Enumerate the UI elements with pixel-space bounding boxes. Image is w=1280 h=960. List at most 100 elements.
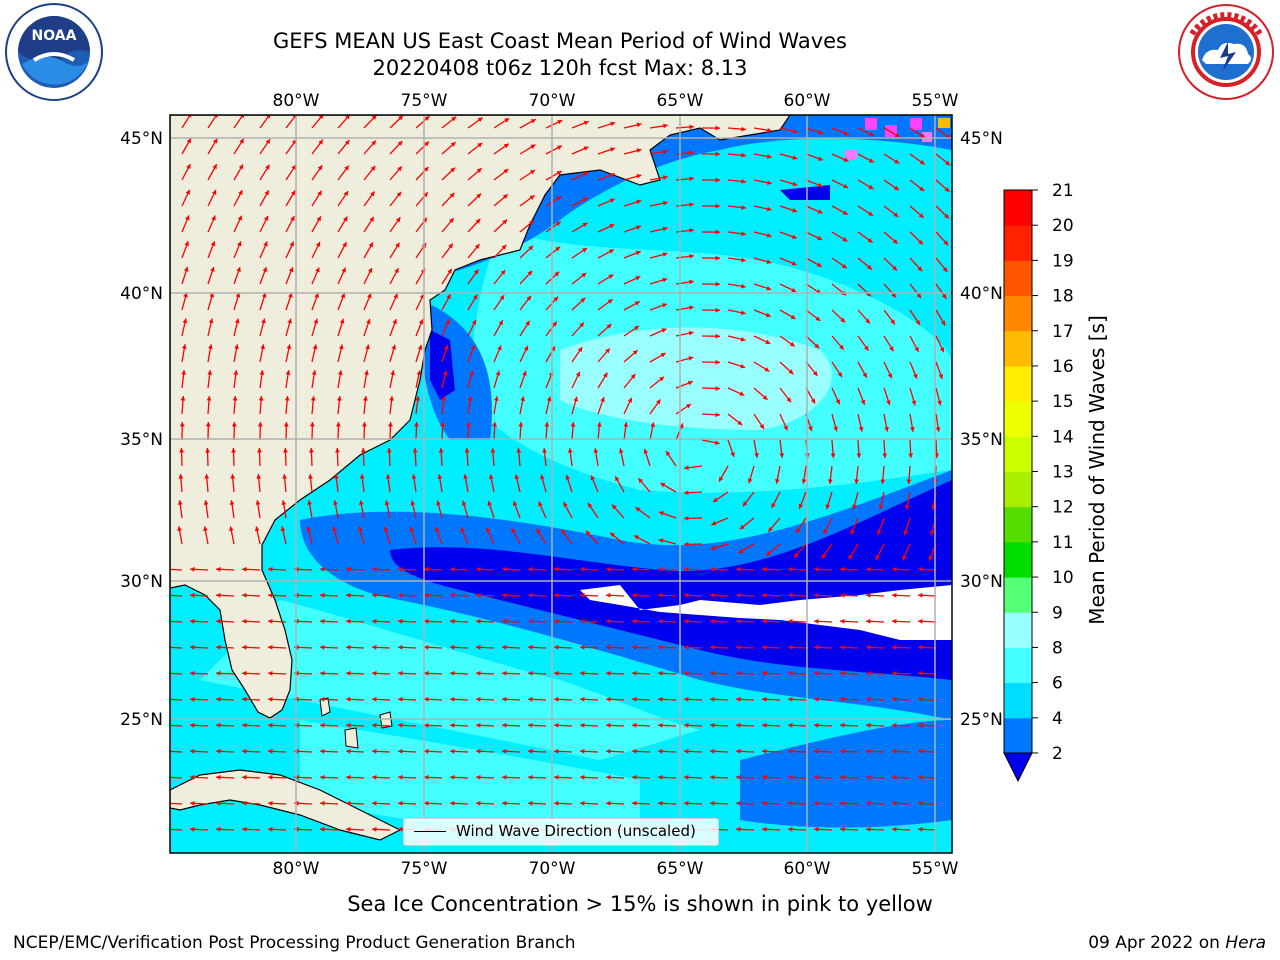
direction-arrowhead <box>918 592 923 598</box>
direction-arrowhead <box>658 644 663 650</box>
direction-arrowhead <box>388 422 393 427</box>
direction-arrowhead <box>555 221 561 227</box>
direction-arrowhead <box>771 502 776 508</box>
direction-arrowhead <box>389 396 394 401</box>
direction-arrowhead <box>341 267 346 273</box>
direction-arrowhead <box>710 800 715 806</box>
direction-arrowhead <box>710 566 715 572</box>
direction-arrowhead <box>662 175 668 180</box>
direction-arrowhead <box>502 592 507 598</box>
direction-arrowhead <box>259 370 265 375</box>
direction-arrowhead <box>762 592 767 598</box>
direction-arrowhead <box>320 670 325 676</box>
chart-title: GEFS MEAN US East Coast Mean Period of W… <box>273 29 847 53</box>
direction-arrowhead <box>636 199 642 205</box>
direction-arrowhead <box>918 696 923 702</box>
direction-arrowhead <box>236 267 241 272</box>
direction-arrowhead <box>892 592 897 598</box>
map-frame <box>169 114 953 854</box>
direction-arrowhead <box>366 318 371 324</box>
wind-wave-direction-arrows <box>164 115 951 832</box>
direction-arrowhead <box>788 670 793 676</box>
direction-arrowhead <box>866 800 871 806</box>
direction-arrowhead <box>372 566 377 572</box>
direction-arrowhead <box>282 474 288 479</box>
direction-arrowhead <box>286 344 292 350</box>
direction-arrowhead <box>440 422 445 427</box>
direction-arrowhead <box>255 500 261 505</box>
direction-arrowhead <box>658 800 663 806</box>
direction-arrowhead <box>580 670 585 676</box>
direction-arrowhead <box>528 670 533 676</box>
direction-arrowhead <box>580 644 585 650</box>
direction-arrowhead <box>164 645 169 650</box>
direction-arrowhead <box>632 670 637 676</box>
direction-arrowhead <box>216 826 221 832</box>
direction-arrowhead <box>854 479 860 484</box>
direction-arrowhead <box>386 448 392 453</box>
direction-arrowhead <box>264 190 269 196</box>
direction-arrowhead <box>608 274 614 279</box>
direction-arrowhead <box>918 774 923 780</box>
direction-arrowhead <box>607 299 613 304</box>
direction-arrowhead <box>580 297 586 303</box>
direction-arrowhead <box>561 529 566 535</box>
direction-arrowhead <box>210 241 216 247</box>
colorbar-band <box>1004 401 1032 437</box>
direction-arrowhead <box>814 722 819 728</box>
direction-arrowhead <box>663 123 668 129</box>
direction-arrowhead <box>210 266 215 272</box>
direction-arrowhead <box>788 644 793 650</box>
direction-arrowhead <box>346 644 351 650</box>
direction-arrowhead <box>812 370 818 376</box>
direction-arrowhead <box>792 155 798 160</box>
direction-arrowhead <box>231 448 236 453</box>
direction-arrowhead <box>713 497 719 502</box>
direction-arrowhead <box>715 203 720 209</box>
direction-arrowhead <box>424 644 429 650</box>
direction-arrowhead <box>823 529 828 535</box>
direction-arrowhead <box>211 189 217 195</box>
direction-arrowhead <box>182 318 188 324</box>
direction-arrowhead <box>242 696 247 702</box>
direction-arrowhead <box>762 696 767 702</box>
direction-arrowhead <box>528 696 533 702</box>
direction-arrowhead <box>358 526 363 532</box>
colorbar-band <box>1004 295 1032 332</box>
direction-arrowhead <box>658 774 663 780</box>
direction-arrowhead <box>580 696 585 702</box>
direction-arrowhead <box>291 164 296 170</box>
direction-arrowhead <box>554 696 559 702</box>
direction-arrowhead <box>840 748 845 754</box>
direction-arrowhead <box>450 748 455 754</box>
direction-arrowhead <box>666 451 671 457</box>
direction-arrowhead <box>580 800 585 806</box>
direction-arrowhead <box>814 826 819 832</box>
direction-arrowhead <box>395 242 400 248</box>
lat-tick-left: 45°N <box>120 129 163 149</box>
direction-arrowhead <box>730 452 735 457</box>
direction-arrowhead <box>398 774 403 780</box>
direction-arrowhead <box>211 215 216 221</box>
direction-arrowhead <box>660 483 666 488</box>
direction-arrowhead <box>814 566 819 572</box>
direction-arrowhead <box>450 696 455 702</box>
direction-arrowhead <box>715 177 720 183</box>
direction-arrowhead <box>178 474 184 479</box>
direction-arrowhead <box>363 396 368 401</box>
direction-arrowhead <box>281 500 287 505</box>
direction-arrowhead <box>767 127 772 133</box>
direction-arrowhead <box>450 722 455 728</box>
direction-arrowhead <box>736 696 741 702</box>
direction-arrowhead <box>606 696 611 702</box>
direction-arrowhead <box>892 696 897 702</box>
direction-arrowhead <box>307 500 313 506</box>
direction-arrowhead <box>684 618 689 624</box>
direction-arrowhead <box>181 344 187 349</box>
direction-arrowhead <box>268 644 273 650</box>
direction-arrowhead <box>818 129 824 135</box>
direction-arrowhead <box>719 476 724 482</box>
direction-arrowhead <box>710 644 715 650</box>
lon-tick-bottom: 55°W <box>912 859 959 879</box>
direction-arrowhead <box>344 165 349 171</box>
